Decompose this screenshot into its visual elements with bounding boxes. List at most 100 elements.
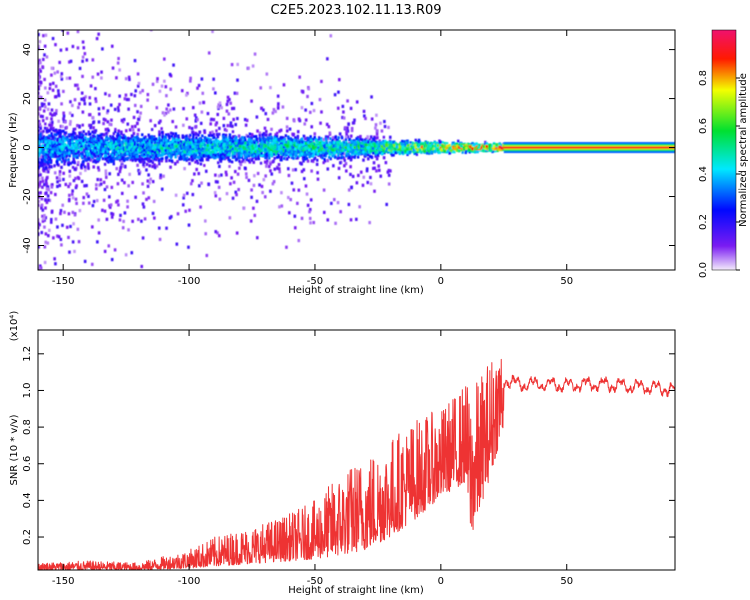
spectrogram-cell <box>294 136 297 140</box>
spectrogram-cell <box>229 138 232 142</box>
spectrogram-cell <box>134 89 138 93</box>
spectrogram-cell <box>47 158 50 162</box>
spectrogram-cell <box>119 213 122 217</box>
spectrogram-cell <box>212 132 216 136</box>
spectrogram-cell <box>242 206 246 210</box>
spectrogram-cell <box>268 160 272 164</box>
spectrogram-cell <box>43 44 47 48</box>
spectrogram-cell <box>173 148 176 152</box>
spectrogram-cell <box>343 159 346 162</box>
spectrogram-cell <box>259 143 262 147</box>
spectrogram-cell <box>288 139 291 143</box>
spectrogram-cell <box>81 110 85 114</box>
spectrogram-cell <box>69 162 72 165</box>
spectrogram-cell <box>342 110 345 114</box>
spectrogram-cell <box>162 174 165 178</box>
spectrogram-cell <box>191 130 195 134</box>
spectrogram-cell <box>269 189 272 193</box>
spectrogram-cell <box>310 101 314 106</box>
spectrogram-cell <box>241 160 244 163</box>
spectrogram-cell <box>164 111 168 115</box>
spectrogram-cell <box>95 199 99 203</box>
spectrogram-cell <box>320 137 323 141</box>
spectrogram-cell <box>157 121 161 125</box>
spectrogram-cell <box>371 166 375 171</box>
spectrogram-cell <box>175 134 179 138</box>
spectrogram-cell <box>149 151 152 155</box>
spectrogram-cell <box>326 218 330 222</box>
spectrogram-cell <box>310 169 313 173</box>
spectrogram-cell <box>225 136 228 140</box>
spectrogram-cell <box>356 155 360 159</box>
spectrogram-cell <box>324 135 328 139</box>
spectrogram-cell <box>163 57 166 61</box>
spectrogram-cell <box>277 153 280 157</box>
spectrogram-cell <box>46 194 50 198</box>
spectrogram-cell <box>120 130 123 134</box>
spectrogram-cell <box>50 123 54 127</box>
spectrogram-cell <box>134 146 138 150</box>
spectrogram-cell <box>343 126 347 130</box>
spectrogram-cell <box>47 198 50 202</box>
spectrogram-cell <box>362 148 366 152</box>
spectrogram-cell <box>322 161 325 165</box>
spectrogram-cell <box>49 12 52 15</box>
spectrogram-cell <box>114 130 117 134</box>
spectrogram-cell <box>59 211 62 216</box>
spectrogram-cell <box>53 7 56 10</box>
spectrogram-cell <box>240 155 244 159</box>
spectrogram-cell <box>56 225 59 229</box>
spectrogram-cell <box>41 179 45 183</box>
spectrogram-cell <box>223 147 227 151</box>
spectrogram-cell <box>247 159 251 163</box>
spectrogram-cell <box>406 153 409 156</box>
spectrogram-cell <box>124 129 128 133</box>
spectrogram-cell <box>288 211 291 215</box>
spectrogram-cell <box>213 191 217 195</box>
spectrogram-cell <box>233 138 237 142</box>
spectrogram-cell <box>364 116 367 121</box>
spectrogram-cell <box>105 159 109 163</box>
spectrogram-cell <box>46 91 50 95</box>
spectrogram-cell <box>350 128 354 133</box>
spectrogram-cell <box>227 20 230 23</box>
spectrogram-cell <box>118 102 121 107</box>
spectrogram-cell <box>191 192 195 197</box>
spectrogram-cell <box>139 140 142 144</box>
spectrogram-cell <box>122 219 125 224</box>
spectrogram-cell <box>48 228 51 232</box>
spectrogram-cell <box>61 125 64 129</box>
spectrogram-cell <box>50 134 53 138</box>
spectrogram-cell <box>334 149 337 153</box>
spectrogram-cell <box>414 138 417 142</box>
spectrogram-cell <box>188 153 192 157</box>
spectrogram-cell <box>130 155 134 159</box>
spectrogram-cell <box>211 152 215 156</box>
spectrogram-cell <box>370 117 374 121</box>
spectrogram-cell <box>369 182 373 186</box>
spectrogram-cell <box>250 195 253 199</box>
spectrogram-cell <box>38 163 41 167</box>
spectrogram-cell <box>204 139 208 142</box>
spectrogram-cell <box>41 287 44 290</box>
spectrogram-cell <box>112 162 115 166</box>
spectrogram-cell <box>262 108 265 112</box>
spectrogram-cell <box>274 151 278 155</box>
spectrogram-cell <box>256 129 259 133</box>
spectrogram-cell <box>375 113 378 117</box>
spectrogram-cell <box>76 162 80 166</box>
spectrogram-cell <box>215 143 219 146</box>
spectrogram-cell <box>41 214 44 218</box>
spectrogram-cell <box>294 152 298 156</box>
spectrogram-cell <box>222 156 226 160</box>
spectrogram-cell <box>42 168 45 172</box>
spectrogram-cell <box>71 140 74 143</box>
spectrogram-cell <box>156 77 159 81</box>
spectrogram-cell <box>365 137 368 141</box>
spectrogram-cell <box>311 154 315 158</box>
spectrogram-cell <box>269 85 272 90</box>
spectrogram-cell <box>278 205 281 209</box>
spectrogram-cell <box>40 160 43 164</box>
